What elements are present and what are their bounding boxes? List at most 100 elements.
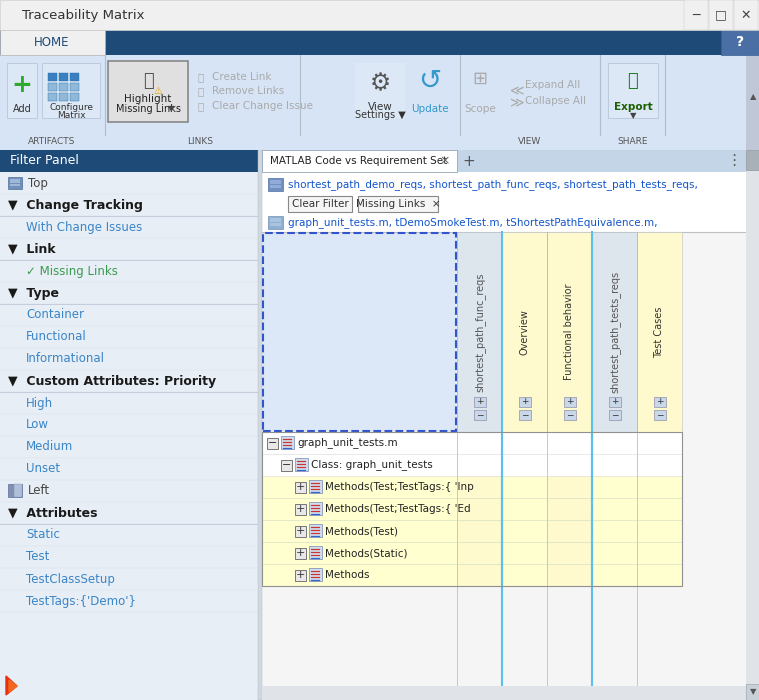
Bar	[0, 150, 258, 700]
Text: Missing Links: Missing Links	[115, 104, 181, 114]
Bar	[262, 172, 746, 232]
Text: Left: Left	[28, 484, 50, 498]
Text: −: −	[282, 460, 291, 470]
Bar	[0, 546, 258, 568]
Bar	[262, 232, 682, 432]
Bar	[258, 150, 262, 700]
Text: ≪: ≪	[510, 84, 524, 98]
Text: Informational: Informational	[26, 353, 105, 365]
Bar	[734, 0, 758, 30]
Bar	[457, 232, 502, 432]
Text: ▼  Link: ▼ Link	[8, 242, 55, 256]
Text: +: +	[296, 548, 305, 558]
Text: TestTags:{'Demo'}: TestTags:{'Demo'}	[26, 594, 136, 608]
Bar	[721, 30, 759, 55]
Bar	[457, 476, 502, 498]
Bar	[262, 564, 682, 586]
Text: Clear Change Issue: Clear Change Issue	[212, 101, 313, 111]
Bar	[295, 504, 306, 515]
Bar	[59, 73, 68, 81]
Bar	[262, 520, 682, 542]
Bar	[547, 520, 592, 542]
Text: ?: ?	[736, 35, 744, 49]
Text: ≫: ≫	[510, 96, 524, 110]
Bar	[10, 184, 20, 186]
Text: +: +	[463, 153, 475, 169]
Text: +: +	[296, 570, 305, 580]
Bar	[608, 63, 658, 118]
Text: ▼: ▼	[630, 111, 636, 120]
Text: shortest_path_tests_reqs: shortest_path_tests_reqs	[609, 271, 620, 393]
Bar	[70, 93, 79, 101]
Text: Configure: Configure	[49, 102, 93, 111]
Text: +: +	[11, 73, 33, 97]
Text: +: +	[656, 398, 663, 407]
Bar	[746, 55, 759, 150]
Text: 📤: 📤	[628, 72, 638, 90]
Bar	[457, 542, 502, 564]
Text: Container: Container	[26, 309, 84, 321]
Bar	[563, 397, 575, 407]
Text: ⚙: ⚙	[370, 71, 391, 95]
Bar	[746, 150, 759, 170]
Bar	[563, 410, 575, 420]
Bar	[0, 392, 258, 414]
Bar	[281, 436, 294, 449]
Bar	[547, 232, 592, 432]
Text: ⋮: ⋮	[726, 153, 742, 169]
Bar	[0, 480, 258, 502]
Bar	[0, 524, 258, 546]
Bar	[0, 326, 258, 348]
Bar	[288, 196, 352, 212]
Bar	[309, 480, 322, 493]
Polygon shape	[9, 680, 17, 692]
Text: Methods(Test;TestTags:{ 'Inp: Methods(Test;TestTags:{ 'Inp	[325, 482, 474, 492]
Bar	[0, 502, 258, 524]
Bar	[48, 83, 57, 91]
Bar	[0, 282, 258, 304]
Text: ×: ×	[439, 155, 450, 167]
Text: Collapse All: Collapse All	[525, 96, 586, 106]
Bar	[48, 73, 57, 81]
Bar	[609, 410, 621, 420]
Bar	[263, 233, 456, 431]
Text: Overview: Overview	[519, 309, 530, 355]
Bar	[474, 410, 486, 420]
Bar	[8, 177, 22, 189]
Text: Functional: Functional	[26, 330, 87, 344]
Text: HOME: HOME	[34, 36, 70, 48]
Bar	[309, 568, 322, 581]
Bar	[14, 484, 22, 497]
Text: Methods(Static): Methods(Static)	[325, 548, 408, 558]
Text: ↺: ↺	[418, 67, 442, 95]
Bar	[10, 179, 20, 183]
Bar	[746, 150, 759, 700]
Bar	[48, 93, 57, 101]
Text: ▲: ▲	[750, 92, 756, 102]
Bar	[270, 218, 281, 222]
Bar	[0, 0, 759, 30]
Text: Add: Add	[13, 104, 31, 114]
Bar	[262, 686, 746, 700]
Bar	[0, 55, 759, 150]
Bar	[0, 458, 258, 480]
Text: ─: ─	[692, 8, 700, 22]
Text: Methods: Methods	[325, 570, 370, 580]
Text: ▼: ▼	[750, 687, 756, 696]
Bar	[653, 410, 666, 420]
Text: Remove Links: Remove Links	[212, 86, 285, 96]
Bar	[457, 498, 502, 520]
Bar	[262, 432, 682, 586]
Bar	[358, 196, 438, 212]
Bar	[637, 232, 682, 432]
Bar	[0, 216, 258, 238]
Bar	[309, 502, 322, 515]
Text: Filter Panel: Filter Panel	[10, 155, 79, 167]
Text: 🔗: 🔗	[198, 86, 204, 96]
Bar	[295, 482, 306, 493]
Text: ▼  Custom Attributes: Priority: ▼ Custom Attributes: Priority	[8, 374, 216, 388]
Bar	[0, 194, 258, 216]
Bar	[518, 410, 531, 420]
Bar	[0, 568, 258, 590]
Text: −: −	[611, 410, 619, 419]
